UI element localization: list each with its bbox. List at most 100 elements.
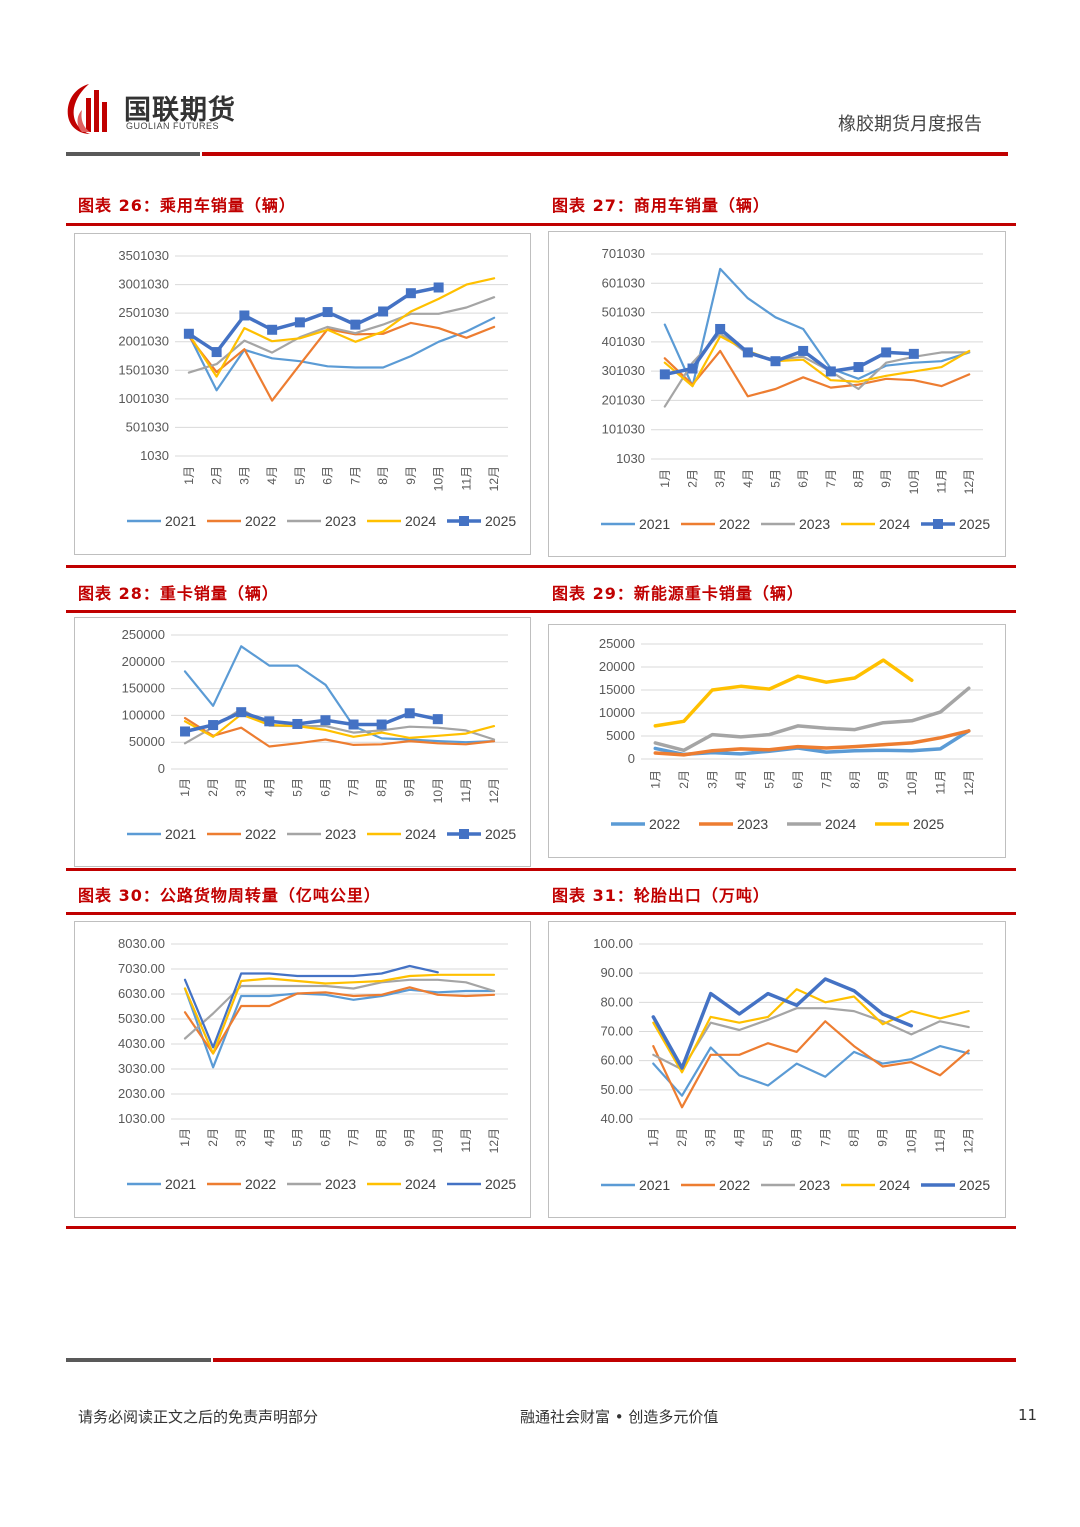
chart-31-box: 40.00 50.00 60.00 70.00 80.00 90.00 100.00 1月 2月… xyxy=(548,921,1006,1218)
series-line-2022 xyxy=(187,321,496,402)
series-line-2022 xyxy=(652,1020,970,1109)
y-tick-label: 1030 xyxy=(140,448,169,463)
x-tick-label: 5月 xyxy=(290,778,304,797)
legend-label-2021: 2021 xyxy=(165,1176,196,1192)
series-line-2024 xyxy=(183,713,496,739)
legend-label-2025: 2025 xyxy=(485,826,516,842)
chart-28-box: 0 50000 100000 150000 200000 250000 1月 2月 3月 4月 5月… xyxy=(74,617,531,867)
data-point-2025 xyxy=(236,707,247,718)
y-tick-label: 50.00 xyxy=(600,1082,633,1097)
x-tick-label: 7月 xyxy=(824,469,838,488)
y-tick-label: 15000 xyxy=(599,682,635,697)
x-tick-label: 5月 xyxy=(761,1128,775,1147)
x-tick-label: 3月 xyxy=(713,469,727,488)
y-tick-label: 100000 xyxy=(122,707,165,722)
x-tick-label: 10月 xyxy=(904,1128,918,1153)
x-tick-label: 4月 xyxy=(262,1128,276,1147)
data-point-2025 xyxy=(659,369,670,380)
x-tick-label: 1月 xyxy=(182,466,196,485)
y-tick-label: 5030.00 xyxy=(118,1011,165,1026)
legend-label-2025: 2025 xyxy=(913,816,944,832)
data-point-2025 xyxy=(292,718,303,729)
x-tick-label: 2月 xyxy=(677,770,691,789)
y-tick-label: 10000 xyxy=(599,705,635,720)
legend-label-2021: 2021 xyxy=(639,1177,670,1193)
data-point-2025 xyxy=(180,726,191,737)
data-point-2025 xyxy=(908,348,919,359)
legend-label-2022: 2022 xyxy=(649,816,680,832)
y-tick-label: 90.00 xyxy=(600,965,633,980)
data-point-2025 xyxy=(742,347,753,358)
x-tick-label: 6月 xyxy=(791,770,805,789)
x-tick-label: 10月 xyxy=(905,770,919,795)
series-line-2024 xyxy=(652,988,970,1074)
logo-text-cn: 国联期货 xyxy=(124,95,236,126)
y-tick-label: 1030.00 xyxy=(118,1111,165,1126)
x-tick-label: 6月 xyxy=(318,778,332,797)
title-rule-1 xyxy=(66,223,1016,226)
page-header: 国联期货 GUOLIAN FUTURES 橡胶期货月度报告 xyxy=(0,0,1080,170)
x-tick-label: 1月 xyxy=(658,469,672,488)
x-tick-label: 11月 xyxy=(459,466,473,490)
row-rule-2 xyxy=(66,565,1016,568)
x-tick-label: 2月 xyxy=(210,466,224,485)
series-line-2021 xyxy=(663,267,971,388)
y-tick-label: 0 xyxy=(158,761,165,776)
x-tick-label: 9月 xyxy=(876,1128,890,1147)
data-point-2025 xyxy=(405,288,416,299)
data-point-2025 xyxy=(433,282,444,293)
x-tick-label: 9月 xyxy=(404,466,418,485)
header-rule xyxy=(66,152,1008,156)
series-line-2023 xyxy=(183,707,496,745)
chart-29-new-energy-heavy-truck-sales: 0 5000 10000 15000 20000 25000 1月 2月 3月 4月 5月 6月 7月 8… xyxy=(599,636,983,832)
legend-label-2024: 2024 xyxy=(405,1176,436,1192)
x-tick-label: 8月 xyxy=(852,469,866,488)
x-tick-label: 10月 xyxy=(431,778,445,803)
chart-title-30: 图表 30：公路货物周转量（亿吨公里） xyxy=(78,886,381,905)
x-tick-label: 8月 xyxy=(847,1128,861,1147)
x-tick-label: 10月 xyxy=(431,1128,445,1153)
series-line-2024 xyxy=(653,686,971,753)
series-line-2024 xyxy=(663,335,971,388)
y-tick-label: 200000 xyxy=(122,654,165,669)
legend-label-2023: 2023 xyxy=(737,816,768,832)
legend-label-2022: 2022 xyxy=(245,513,276,529)
title-rule-2 xyxy=(66,610,1016,613)
legend-label-2023: 2023 xyxy=(799,1177,830,1193)
title-rule-3 xyxy=(66,912,1016,915)
y-tick-label: 150000 xyxy=(122,681,165,696)
row-rule-3 xyxy=(66,868,1016,871)
data-point-2025 xyxy=(798,345,809,356)
data-point-2025 xyxy=(183,328,194,339)
x-tick-label: 8月 xyxy=(375,1128,389,1147)
x-tick-label: 7月 xyxy=(819,770,833,789)
series-line-2025 xyxy=(183,964,439,1049)
y-tick-label: 501030 xyxy=(602,305,645,320)
x-tick-label: 12月 xyxy=(487,778,501,803)
series-line-2025 xyxy=(653,658,914,728)
legend-label-2023: 2023 xyxy=(325,513,356,529)
series-line-2022 xyxy=(663,349,971,398)
y-tick-label: 1030 xyxy=(616,451,645,466)
chart-27-commercial-vehicle-sales: 1030 101030 201030 301030 401030 501030 601030… xyxy=(601,246,990,532)
y-tick-label: 5000 xyxy=(606,728,635,743)
x-tick-label: 9月 xyxy=(403,778,417,797)
data-point-2025 xyxy=(715,323,726,334)
x-tick-label: 8月 xyxy=(375,778,389,797)
x-tick-label: 4月 xyxy=(741,469,755,488)
series-line-2022 xyxy=(183,717,496,748)
x-tick-label: 12月 xyxy=(487,466,501,491)
footer-slogan: 融通社会财富 • 创造多元价值 xyxy=(520,1408,719,1426)
x-tick-label: 4月 xyxy=(734,770,748,789)
data-point-2025 xyxy=(432,714,443,725)
x-tick-label: 8月 xyxy=(376,466,390,485)
chart-29-box: 0 5000 10000 15000 20000 25000 1月 2月 3月 4月 5月 6月 7月 8… xyxy=(548,624,1006,858)
y-tick-label: 601030 xyxy=(602,275,645,290)
legend-label-2024: 2024 xyxy=(879,1177,910,1193)
footer-disclaimer: 请务必阅读正文之后的免责声明部分 xyxy=(78,1408,319,1426)
x-tick-label: 4月 xyxy=(262,778,276,797)
y-tick-label: 3001030 xyxy=(118,277,169,292)
y-tick-label: 40.00 xyxy=(600,1111,633,1126)
page-number: 11 xyxy=(1018,1406,1038,1424)
y-tick-label: 70.00 xyxy=(600,1024,633,1039)
